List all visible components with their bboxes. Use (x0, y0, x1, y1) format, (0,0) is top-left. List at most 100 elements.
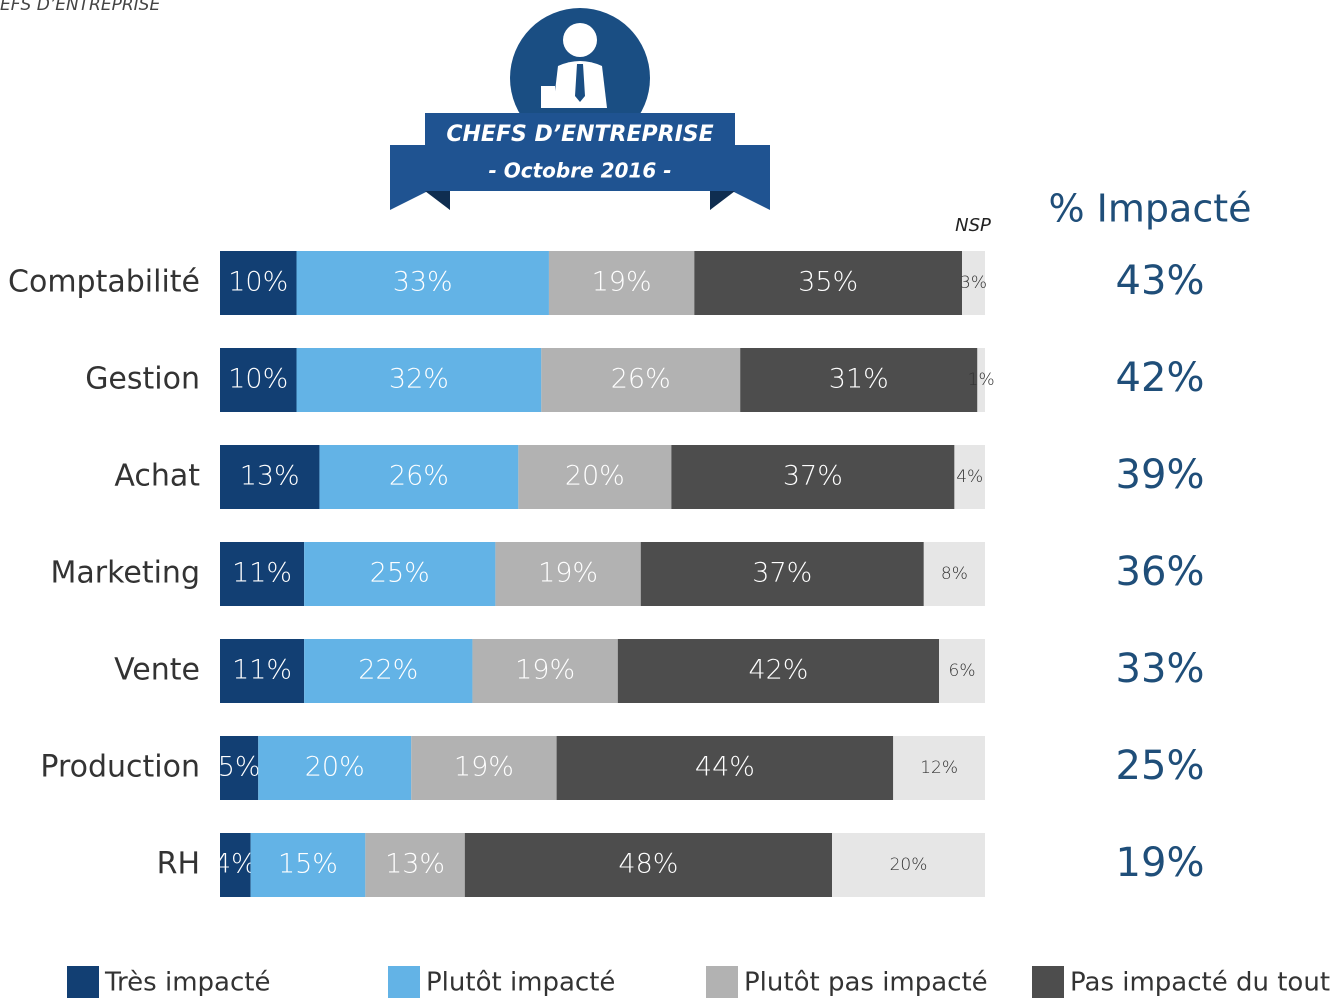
category-label: Achat (114, 459, 200, 494)
value-label: 31% (829, 364, 889, 395)
value-label: 35% (798, 267, 858, 298)
value-label: 1% (968, 370, 995, 390)
value-label: 33% (393, 267, 453, 298)
impacted-value: 42% (1116, 355, 1205, 401)
value-label: 15% (278, 849, 338, 880)
value-label: 37% (752, 558, 812, 589)
bar-segment (304, 542, 496, 606)
nsp-header: NSP (955, 215, 991, 236)
bar-segment (923, 542, 985, 606)
bar-segment (220, 542, 305, 606)
icon-head (563, 23, 597, 57)
legend-swatch (706, 966, 738, 998)
impacted-value: 36% (1116, 549, 1205, 595)
value-label: 26% (389, 461, 449, 492)
category-label: RH (157, 847, 200, 882)
impacted-header: % Impacté (1049, 187, 1252, 231)
value-label: 48% (618, 849, 678, 880)
value-label: 8% (941, 564, 968, 584)
value-label: 13% (385, 849, 445, 880)
ribbon (425, 113, 735, 191)
value-label: 19% (515, 655, 575, 686)
bar-segment (365, 833, 465, 897)
bar-segment (954, 445, 985, 509)
legend-label: Pas impacté du tout (1070, 968, 1330, 998)
value-label: 11% (232, 558, 292, 589)
legend-label: Très impacté (104, 968, 270, 998)
category-label: Comptabilité (8, 265, 200, 300)
bar-segment (671, 445, 955, 509)
impacted-value: 25% (1116, 743, 1205, 789)
legend-label: Plutôt pas impacté (744, 968, 988, 998)
bar-segment (518, 445, 672, 509)
legend-label: Plutôt impacté (426, 968, 615, 998)
value-label: 25% (370, 558, 430, 589)
value-label: 44% (695, 752, 755, 783)
value-label: 10% (228, 364, 288, 395)
legend-swatch (67, 966, 99, 998)
bar-segment (411, 736, 557, 800)
badge-subtitle: - Octobre 2016 - (488, 159, 671, 183)
impacted-value: 19% (1116, 840, 1205, 886)
impacted-value: 43% (1116, 258, 1205, 304)
bar-segment (556, 736, 894, 800)
bar-segment (740, 348, 978, 412)
value-label: 32% (389, 364, 449, 395)
value-label: 26% (611, 364, 671, 395)
bar-segment (464, 833, 832, 897)
icon-tie (575, 64, 585, 102)
bar-segment (617, 639, 940, 703)
value-label: 10% (228, 267, 288, 298)
icon-case (541, 86, 555, 108)
bar-segment (472, 639, 618, 703)
bar-segment (640, 542, 924, 606)
bar-segment (495, 542, 641, 606)
value-label: 5% (218, 752, 261, 783)
value-label: 20% (305, 752, 365, 783)
value-label: 20% (565, 461, 625, 492)
bar-segment (220, 736, 259, 800)
bar-segment (893, 736, 985, 800)
category-label: Production (40, 750, 200, 785)
value-label: 6% (949, 661, 976, 681)
badge-title: CHEFS D’ENTREPRISE (446, 122, 713, 147)
bar-segment (962, 251, 985, 315)
impacted-value: 33% (1116, 646, 1205, 692)
category-label: Marketing (50, 556, 200, 591)
value-label: 20% (890, 855, 928, 875)
value-label: 19% (538, 558, 598, 589)
bar-segment (220, 348, 297, 412)
ribbon-fold (425, 191, 450, 210)
category-label: Vente (114, 653, 200, 688)
ribbon-fold (710, 191, 735, 210)
bar-segment (220, 833, 251, 897)
bar-segment (939, 639, 985, 703)
bar-segment (250, 833, 366, 897)
legend-swatch (1032, 966, 1064, 998)
value-label: 42% (748, 655, 808, 686)
bar-segment (548, 251, 695, 315)
value-label: 11% (232, 655, 292, 686)
value-label: 19% (454, 752, 514, 783)
value-label: 19% (592, 267, 652, 298)
bar-segment (832, 833, 985, 897)
value-label: 22% (358, 655, 418, 686)
value-label: 4% (956, 467, 983, 487)
value-label: 4% (214, 849, 257, 880)
category-label: Gestion (85, 362, 200, 397)
value-label: 12% (920, 758, 958, 778)
bar-segment (694, 251, 963, 315)
badge: CHEFS D’ENTREPRISE - Octobre 2016 - (390, 8, 770, 210)
bar-segment (541, 348, 741, 412)
bar-segment (220, 251, 297, 315)
impacted-value: 39% (1116, 452, 1205, 498)
value-label: 13% (240, 461, 300, 492)
bar-segment (319, 445, 519, 509)
legend-swatch (388, 966, 420, 998)
bar-segment (296, 348, 542, 412)
bar-segment (220, 445, 320, 509)
bar-segment (258, 736, 412, 800)
value-label: 37% (783, 461, 843, 492)
bar-segment (977, 348, 985, 412)
